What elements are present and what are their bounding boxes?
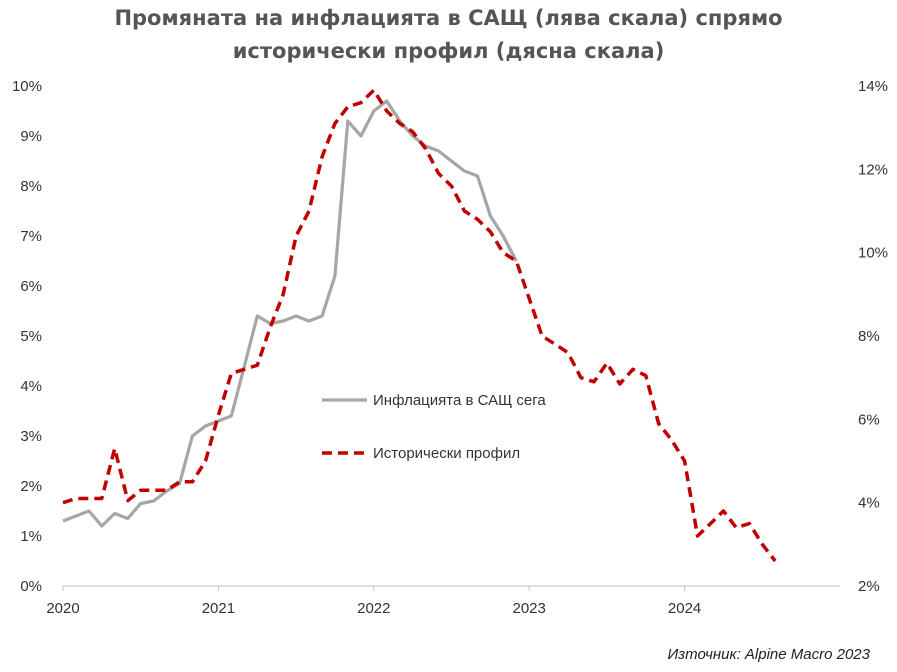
y-left-tick-label: 4% xyxy=(20,378,42,395)
y-left-tick-label: 0% xyxy=(20,578,42,595)
x-tick-label: 2022 xyxy=(357,600,390,617)
x-tick-label: 2023 xyxy=(513,600,546,617)
x-tick-label: 2020 xyxy=(46,600,79,617)
y-left-tick-label: 6% xyxy=(20,278,42,295)
y-right-tick-label: 12% xyxy=(858,161,888,178)
y-left-tick-label: 2% xyxy=(20,478,42,495)
y-right-tick-label: 14% xyxy=(858,78,888,95)
y-left-tick-label: 8% xyxy=(20,178,42,195)
legend-item-us-inflation: Инфлацията в САЩ сега xyxy=(322,392,546,409)
y-left-tick-label: 10% xyxy=(12,78,42,95)
source-note: Източник: Alpine Macro 2023 xyxy=(667,646,870,663)
y-right-tick-label: 10% xyxy=(858,245,888,262)
y-left-tick-label: 7% xyxy=(20,228,42,245)
y-right-tick-label: 6% xyxy=(858,411,880,428)
y-right-tick-label: 2% xyxy=(858,578,880,595)
y-right-tick-label: 4% xyxy=(858,495,880,512)
y-left-tick-label: 5% xyxy=(20,328,42,345)
legend-label: Инфлацията в САЩ сега xyxy=(373,392,546,409)
x-tick-label: 2024 xyxy=(668,600,701,617)
y-right-tick-label: 8% xyxy=(858,328,880,345)
chart-title: Промяната на инфлацията в САЩ (лява скал… xyxy=(0,2,897,68)
legend-label: Исторически профил xyxy=(373,445,520,462)
us-inflation-now-line xyxy=(62,99,518,528)
y-left-tick-label: 1% xyxy=(20,528,42,545)
chart-title-line-2: исторически профил (дясна скала) xyxy=(232,39,665,63)
x-tick-label: 2021 xyxy=(202,600,235,617)
y-left-tick-label: 3% xyxy=(20,428,42,445)
chart-title-line-1: Промяната на инфлацията в САЩ (лява скал… xyxy=(114,6,783,30)
y-left-tick-label: 9% xyxy=(20,128,42,145)
legend-item-historical-profile: Исторически профил xyxy=(322,445,520,462)
